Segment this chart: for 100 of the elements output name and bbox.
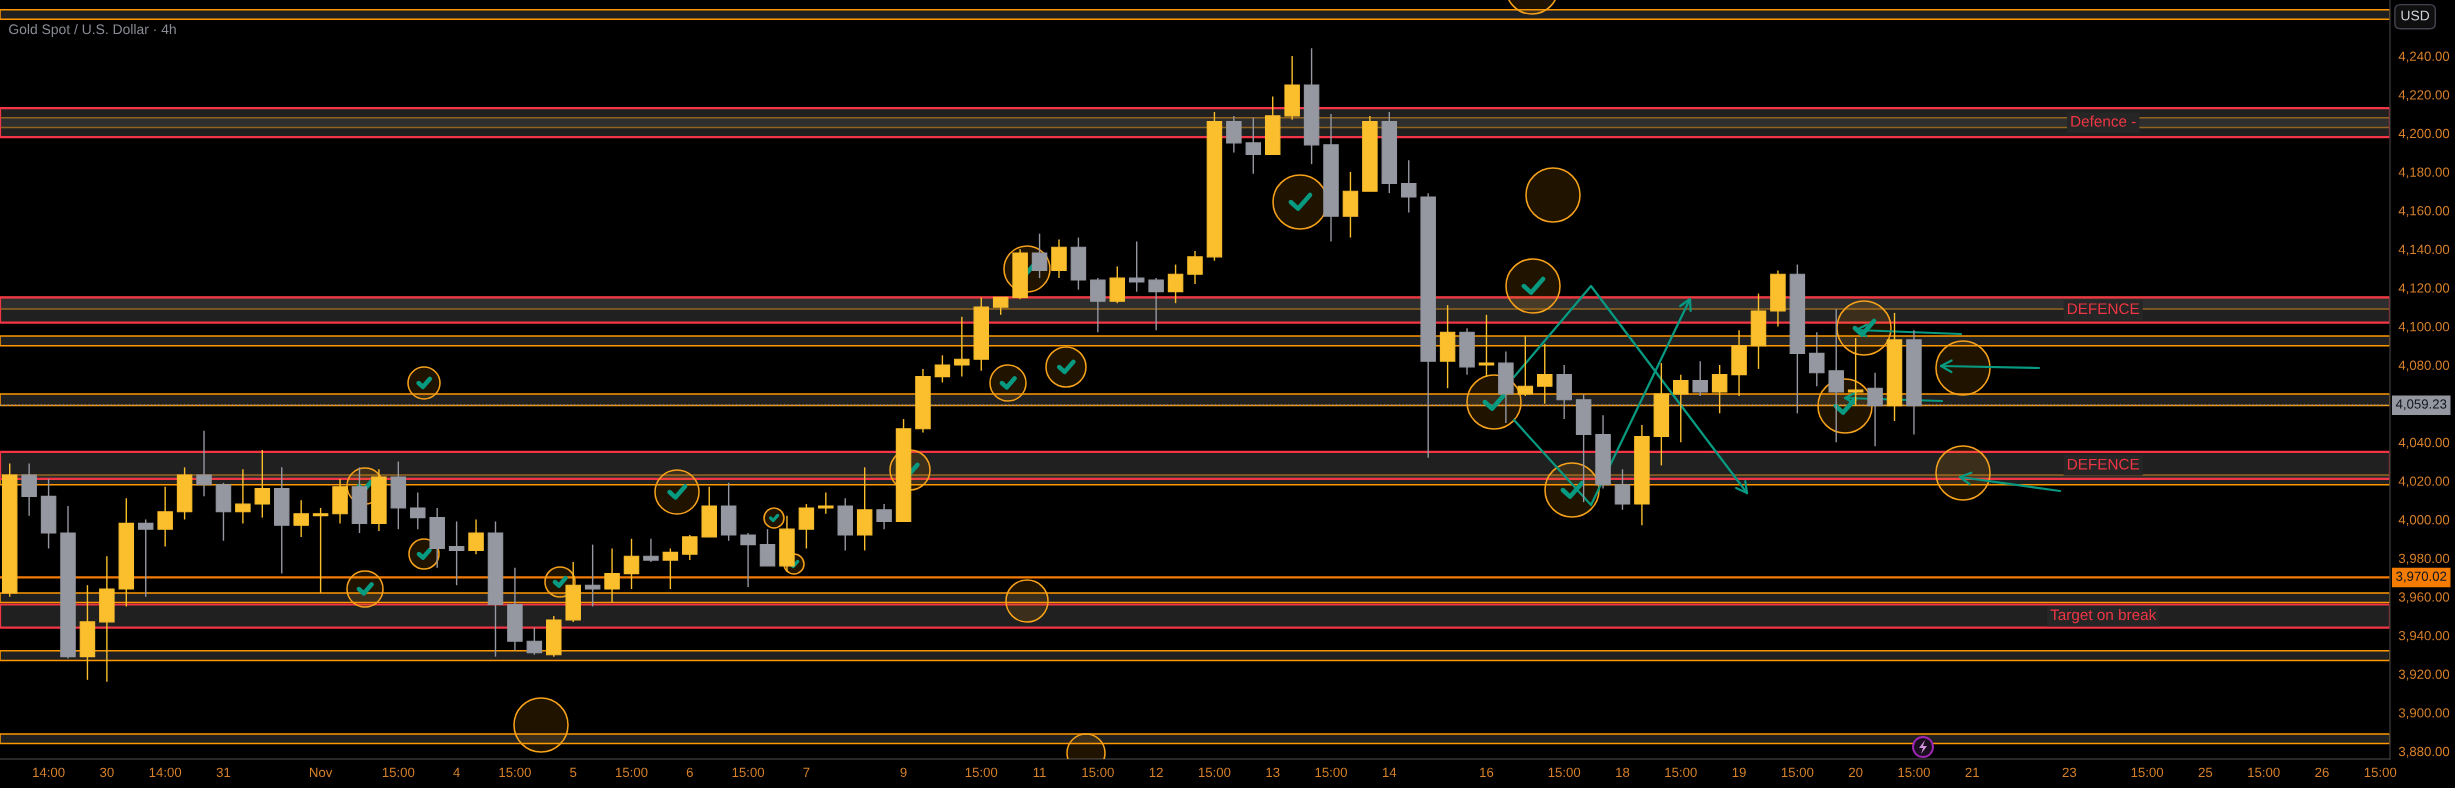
candlestick <box>759 528 776 567</box>
x-tick-label: 15:00 <box>1198 767 1231 778</box>
candlestick <box>1031 232 1048 279</box>
candlestick <box>1400 159 1417 214</box>
candlestick <box>954 316 970 378</box>
x-tick-label: 15:00 <box>965 767 998 778</box>
x-tick-label: 15:00 <box>2364 767 2397 778</box>
x-tick-label: 15:00 <box>2248 767 2280 778</box>
candlestick <box>1673 373 1689 443</box>
candlestick <box>235 468 251 525</box>
candlestick <box>448 520 465 586</box>
y-tick-label: 4,240.00 <box>2398 51 2450 63</box>
candlestick <box>1187 250 1203 285</box>
y-tick-label: 4,080.00 <box>2398 360 2450 372</box>
band-label: Defence - <box>2071 115 2136 127</box>
x-tick-label: 23 <box>2062 767 2077 778</box>
y-tick-label: 3,900.00 <box>2398 708 2450 720</box>
candlestick <box>876 503 892 530</box>
candlestick <box>468 518 484 555</box>
x-tick-label: 11 <box>1033 767 1046 777</box>
x-tick-label: 15:00 <box>1315 767 1348 778</box>
candlestick <box>643 538 659 563</box>
candlestick <box>410 491 426 530</box>
candlestick <box>1517 335 1534 397</box>
y-tick-label: 4,040.00 <box>2398 437 2450 449</box>
x-tick-label: 18 <box>1616 767 1630 778</box>
candlestick <box>798 503 815 550</box>
y-tick-label: 3,940.00 <box>2398 630 2450 642</box>
candlestick <box>157 485 173 548</box>
candlestick <box>1614 468 1631 511</box>
candlestick <box>584 543 601 608</box>
text: Gold Spot / U.S. Dollar · 4h <box>9 24 176 37</box>
candlestick <box>740 532 756 588</box>
x-tick-label: 13 <box>1266 767 1280 778</box>
y-tick-label: 4,200.00 <box>2398 128 2450 140</box>
candlestick <box>1090 277 1106 333</box>
x-tick-label: 15:00 <box>1548 767 1581 778</box>
x-tick-label: 15:00 <box>732 767 765 778</box>
y-tick-label: 4,220.00 <box>2398 90 2450 102</box>
x-tick-label: 15:00 <box>499 767 531 778</box>
band-label: Target on break <box>2050 608 2157 624</box>
y-tick-label: 4,100.00 <box>2398 321 2450 333</box>
candlestick <box>137 518 154 598</box>
x-tick-label: 12 <box>1149 767 1163 777</box>
candlestick <box>1478 314 1495 378</box>
candlestick <box>21 462 37 517</box>
ref-line-label: 4,059.23 <box>2395 399 2447 411</box>
y-tick-label: 4,000.00 <box>2398 515 2450 526</box>
x-tick-label: 15:00 <box>1665 767 1697 778</box>
x-tick-label: 7 <box>803 767 810 777</box>
candlestick <box>1167 263 1184 304</box>
y-tick-label: 3,920.00 <box>2398 669 2450 681</box>
candlestick <box>196 429 212 498</box>
y-axis-title: USD <box>2401 10 2430 21</box>
x-tick-label: 16 <box>1480 767 1494 778</box>
x-tick-label: 19 <box>1732 767 1746 778</box>
candlestick <box>1809 331 1825 387</box>
candlestick <box>526 626 543 656</box>
x-tick-label: 14 <box>1382 767 1397 777</box>
x-tick-label: 31 <box>216 767 231 778</box>
candlestick <box>623 538 640 590</box>
x-tick-label: 9 <box>900 767 907 778</box>
y-tick-label: 3,960.00 <box>2398 592 2450 604</box>
band-label: DEFENCE <box>2067 458 2140 470</box>
x-tick-label: 15:00 <box>1781 767 1814 778</box>
x-tick-label: 25 <box>2198 767 2213 778</box>
y-tick-label: 4,180.00 <box>2398 167 2450 179</box>
x-tick-label: 14:00 <box>149 767 182 778</box>
x-tick-label: 15:00 <box>1898 767 1930 778</box>
candlestick <box>1128 240 1145 293</box>
candlestick <box>1537 343 1553 405</box>
candlestick <box>1692 360 1708 397</box>
x-tick-label: 26 <box>2315 767 2329 778</box>
x-tick-label: 21 <box>1965 767 1979 777</box>
y-tick-label: 4,160.00 <box>2398 206 2450 217</box>
candlestick <box>1245 117 1262 175</box>
candlestick <box>1148 277 1164 331</box>
x-tick-label: 15:00 <box>616 767 648 778</box>
candlestick <box>1109 265 1126 304</box>
y-tick-label: 4,020.00 <box>2398 476 2450 488</box>
y-tick-label: 3,880.00 <box>2398 746 2450 758</box>
candlestick <box>1051 238 1067 279</box>
x-tick-label: 14:00 <box>33 767 65 778</box>
candlestick <box>662 547 679 590</box>
y-tick-label: 4,120.00 <box>2398 283 2450 295</box>
candlestick <box>312 507 329 594</box>
x-tick-label: 5 <box>570 767 577 778</box>
candlestick <box>934 354 951 384</box>
candlestick <box>293 499 309 538</box>
candlestick <box>1226 115 1242 154</box>
ref-line-label: 3,970.02 <box>2396 571 2447 583</box>
x-tick-label: 15:00 <box>1082 767 1114 778</box>
x-tick-label: 20 <box>1848 767 1863 778</box>
candlestick <box>1847 337 1864 407</box>
x-tick-label: 30 <box>100 767 114 778</box>
y-tick-label: 4,140.00 <box>2398 244 2450 256</box>
x-tick-label: 15:00 <box>382 767 415 778</box>
x-tick-label: 6 <box>686 767 693 778</box>
band-label: DEFENCE <box>2067 303 2140 315</box>
x-tick-label: Nov <box>309 767 333 778</box>
